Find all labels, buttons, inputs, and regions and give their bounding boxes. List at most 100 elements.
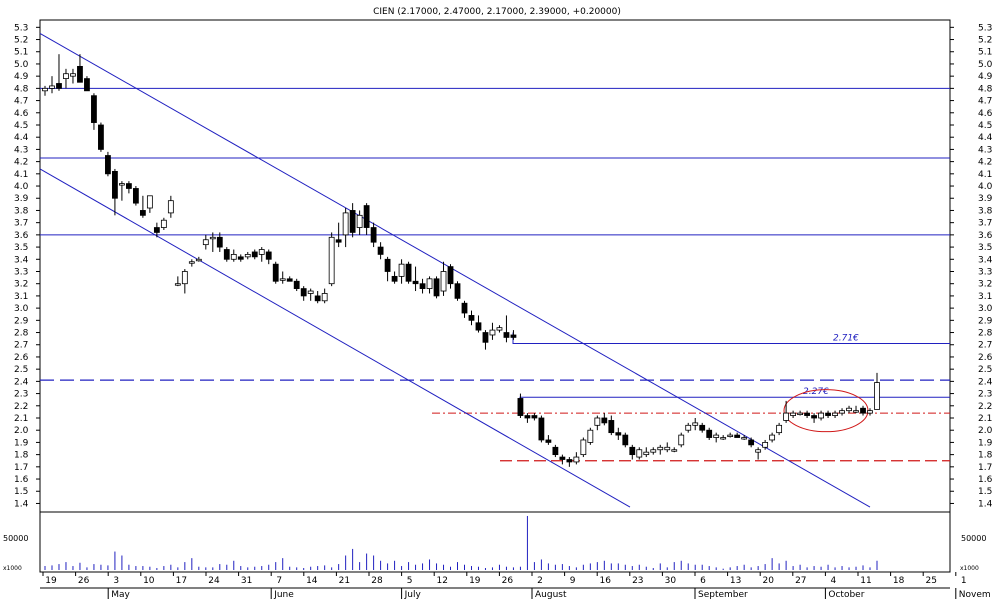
- candle: [769, 432, 776, 443]
- x-day-label: 26: [502, 576, 514, 586]
- candle: [279, 271, 286, 284]
- candle-body: [699, 424, 706, 431]
- x-day-label: 19: [469, 576, 481, 586]
- candle-body: [167, 200, 174, 214]
- x-day-label: 25: [925, 576, 936, 586]
- candle-body: [559, 456, 566, 460]
- candle-body: [160, 219, 167, 228]
- x-day-label: 2: [537, 576, 543, 586]
- y-axis-left: 1.4 1.5 1.6 1.7 1.8 1.9 2.0 2.1 2.2 2.3 2.4 2.5 2.6 2…: [14, 23, 40, 509]
- candle: [804, 410, 810, 418]
- candle: [139, 195, 146, 218]
- candle: [91, 93, 97, 130]
- y-tick-label: 4.1: [978, 170, 992, 180]
- candle-body: [251, 251, 258, 258]
- y-tick-label: 4.6: [14, 109, 29, 119]
- candle: [265, 249, 272, 265]
- candle: [839, 408, 845, 416]
- candle-body: [342, 212, 349, 236]
- candle-body: [265, 251, 272, 260]
- candle: [503, 315, 510, 343]
- candle: [545, 435, 552, 445]
- candle: [664, 442, 671, 453]
- candle: [328, 232, 335, 287]
- candle-body: [419, 283, 426, 289]
- candle-body: [783, 412, 790, 421]
- candle: [748, 437, 755, 448]
- y-tick-label: 3.4: [978, 255, 993, 265]
- y-tick-label: 4.3: [978, 145, 992, 155]
- candle-body: [629, 446, 636, 456]
- candle: [468, 310, 475, 326]
- y-axis-right: 1.4 1.5 1.6 1.7 1.8 1.9 2.0 2.1 2.2 2.3 2.4 2.5 2.6 2…: [950, 23, 993, 509]
- candle-body: [762, 442, 769, 448]
- candle: [867, 408, 873, 416]
- candle-body: [195, 258, 202, 262]
- x-day-label: 24: [208, 576, 220, 586]
- candle: [49, 76, 55, 94]
- x-day-label: 26: [78, 576, 90, 586]
- candle-body: [846, 407, 852, 412]
- candle: [398, 259, 405, 284]
- candle: [510, 330, 517, 340]
- y-tick-label: 3.0: [978, 304, 993, 314]
- y-tick-label: 5.3: [14, 23, 28, 33]
- level-line-271: [512, 332, 950, 345]
- y-tick-label: 3.6: [978, 231, 993, 241]
- level-label-227: 2.27€: [803, 387, 829, 397]
- candle-body: [839, 410, 845, 414]
- x-day-label: 20: [762, 576, 774, 586]
- candle: [237, 254, 244, 262]
- x-day-label: 7: [276, 576, 282, 586]
- candle-body: [84, 78, 90, 92]
- y-tick-label: 3.0: [14, 304, 29, 314]
- y-tick-label: 4.7: [978, 97, 992, 107]
- candle: [776, 422, 783, 436]
- candle-body: [727, 434, 734, 437]
- candle-body: [223, 249, 230, 260]
- y-tick-label: 3.2: [14, 280, 28, 290]
- y-tick-label: 1.5: [14, 487, 28, 497]
- y-tick-label: 3.7: [14, 219, 28, 229]
- volume-unit-left: x1000: [3, 565, 22, 572]
- candle-body: [335, 239, 342, 243]
- candle-body: [153, 227, 160, 233]
- y-tick-label: 4.5: [978, 121, 992, 131]
- candle-body: [286, 278, 293, 282]
- candle: [272, 261, 279, 284]
- candle: [335, 222, 342, 248]
- candle-body: [300, 288, 307, 297]
- candle: [818, 410, 824, 421]
- candle: [251, 249, 258, 260]
- x-day-label: 9: [570, 576, 576, 586]
- volume-unit-right: x1000: [960, 565, 979, 572]
- y-tick-label: 3.5: [978, 243, 992, 253]
- y-tick-label: 4.8: [14, 84, 29, 94]
- candle: [174, 276, 181, 287]
- x-axis: 19 26 3 10 17 24 31 7 14 21 28 5 12 19 26 2 9 16 23 30 6 13 20…: [40, 572, 991, 599]
- candle-body: [650, 449, 657, 453]
- candle: [230, 249, 237, 262]
- candle: [874, 372, 880, 410]
- candle-body: [426, 278, 433, 289]
- candle-body: [769, 434, 776, 441]
- candle: [314, 291, 321, 304]
- y-tick-label: 3.3: [978, 267, 992, 277]
- candle: [356, 210, 363, 235]
- candle: [601, 413, 608, 426]
- y-tick-label: 2.9: [14, 316, 29, 326]
- x-day-label: 27: [795, 576, 806, 586]
- y-tick-label: 3.1: [14, 292, 28, 302]
- candle: [112, 168, 118, 216]
- volume-bars: [44, 515, 878, 570]
- y-tick-label: 2.2: [14, 402, 28, 412]
- candle: [650, 447, 657, 455]
- candle-body: [209, 236, 216, 240]
- y-tick-label: 1.4: [978, 499, 993, 509]
- y-tick-label: 4.2: [978, 158, 992, 168]
- x-day-label: 1: [961, 576, 967, 586]
- y-tick-label: 4.9: [978, 72, 993, 82]
- candle: [307, 288, 314, 301]
- candle: [419, 278, 426, 294]
- y-tick-label: 2.3: [978, 390, 992, 400]
